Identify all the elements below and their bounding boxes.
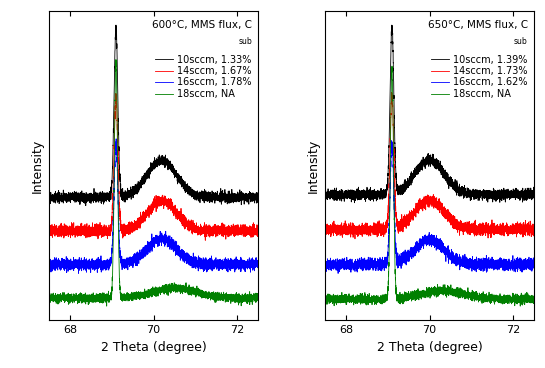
16sccm, 1.62% (421, 240, 428, 244)
10sccm, 1.33% (82, 204, 89, 208)
10sccm, 1.33% (238, 194, 245, 199)
14sccm, 1.73% (352, 237, 358, 241)
10sccm, 1.33% (135, 184, 142, 188)
10sccm, 1.39% (389, 23, 395, 27)
Line: 10sccm, 1.39%: 10sccm, 1.39% (325, 25, 534, 203)
Text: sub: sub (514, 37, 528, 46)
10sccm, 1.39% (411, 175, 418, 179)
10sccm, 1.33% (46, 194, 52, 199)
14sccm, 1.67% (145, 209, 152, 213)
Line: 14sccm, 1.73%: 14sccm, 1.73% (325, 93, 534, 239)
14sccm, 1.73% (389, 91, 395, 95)
10sccm, 1.39% (410, 174, 416, 178)
14sccm, 1.67% (198, 228, 204, 232)
16sccm, 1.62% (322, 262, 328, 266)
14sccm, 1.73% (531, 225, 537, 230)
Legend: 10sccm, 1.33%, 14sccm, 1.67%, 16sccm, 1.78%, 18sccm, NA: 10sccm, 1.33%, 14sccm, 1.67%, 16sccm, 1.… (155, 54, 251, 99)
Text: 650°C, MMS flux, C: 650°C, MMS flux, C (428, 20, 528, 30)
Line: 14sccm, 1.67%: 14sccm, 1.67% (49, 93, 258, 240)
10sccm, 1.33% (198, 190, 204, 195)
16sccm, 1.78% (75, 271, 82, 276)
16sccm, 1.62% (410, 253, 416, 257)
Line: 16sccm, 1.62%: 16sccm, 1.62% (325, 141, 534, 273)
18sccm, NA (474, 295, 480, 299)
16sccm, 1.78% (46, 257, 52, 261)
14sccm, 1.73% (410, 212, 416, 216)
18sccm, NA (524, 297, 531, 301)
18sccm, NA (145, 288, 152, 293)
16sccm, 1.62% (335, 271, 341, 276)
18sccm, NA (104, 304, 110, 308)
Y-axis label: Intensity: Intensity (31, 138, 44, 193)
18sccm, NA (46, 297, 52, 301)
Line: 10sccm, 1.33%: 10sccm, 1.33% (49, 25, 258, 206)
18sccm, NA (514, 300, 520, 304)
14sccm, 1.67% (249, 231, 255, 236)
18sccm, NA (531, 298, 537, 303)
14sccm, 1.73% (411, 213, 418, 217)
16sccm, 1.78% (135, 256, 142, 261)
16sccm, 1.78% (238, 258, 245, 262)
Line: 16sccm, 1.78%: 16sccm, 1.78% (49, 139, 258, 273)
14sccm, 1.67% (134, 220, 140, 225)
10sccm, 1.39% (421, 159, 428, 163)
16sccm, 1.62% (524, 263, 531, 268)
16sccm, 1.78% (249, 265, 255, 269)
10sccm, 1.39% (474, 193, 480, 197)
16sccm, 1.62% (531, 262, 537, 266)
10sccm, 1.33% (249, 197, 255, 201)
10sccm, 1.39% (351, 201, 358, 205)
10sccm, 1.33% (255, 199, 262, 204)
18sccm, NA (198, 291, 204, 295)
18sccm, NA (410, 294, 416, 298)
Y-axis label: Intensity: Intensity (306, 138, 319, 193)
X-axis label: 2 Theta (degree): 2 Theta (degree) (377, 340, 482, 354)
18sccm, NA (421, 289, 428, 293)
Text: sub: sub (238, 37, 252, 46)
10sccm, 1.33% (145, 167, 152, 172)
14sccm, 1.67% (46, 228, 52, 233)
16sccm, 1.62% (514, 269, 520, 274)
Line: 18sccm, NA: 18sccm, NA (325, 66, 534, 306)
14sccm, 1.67% (238, 226, 245, 231)
16sccm, 1.78% (198, 258, 204, 262)
14sccm, 1.73% (322, 224, 328, 229)
16sccm, 1.62% (411, 244, 418, 248)
18sccm, NA (322, 301, 328, 305)
X-axis label: 2 Theta (degree): 2 Theta (degree) (101, 340, 207, 354)
18sccm, NA (411, 296, 418, 301)
14sccm, 1.73% (524, 229, 531, 233)
16sccm, 1.62% (388, 138, 395, 143)
18sccm, NA (517, 304, 524, 308)
10sccm, 1.33% (113, 23, 119, 27)
14sccm, 1.73% (514, 220, 520, 224)
14sccm, 1.73% (421, 199, 428, 203)
Line: 18sccm, NA: 18sccm, NA (49, 60, 258, 306)
18sccm, NA (255, 296, 262, 300)
16sccm, 1.78% (134, 251, 140, 256)
Legend: 10sccm, 1.39%, 14sccm, 1.73%, 16sccm, 1.62%, 18sccm, NA: 10sccm, 1.39%, 14sccm, 1.73%, 16sccm, 1.… (431, 54, 527, 99)
18sccm, NA (389, 64, 395, 68)
14sccm, 1.67% (113, 91, 119, 96)
10sccm, 1.39% (322, 194, 328, 199)
14sccm, 1.67% (202, 238, 209, 243)
10sccm, 1.39% (524, 192, 531, 197)
10sccm, 1.33% (134, 185, 140, 189)
14sccm, 1.73% (474, 233, 480, 237)
10sccm, 1.39% (514, 191, 520, 195)
18sccm, NA (238, 296, 245, 300)
16sccm, 1.78% (145, 247, 152, 251)
18sccm, NA (134, 292, 140, 296)
18sccm, NA (135, 289, 142, 294)
Text: 600°C, MMS flux, C: 600°C, MMS flux, C (152, 20, 252, 30)
10sccm, 1.39% (531, 193, 537, 198)
16sccm, 1.78% (113, 137, 119, 141)
14sccm, 1.67% (255, 228, 262, 233)
16sccm, 1.78% (255, 263, 262, 268)
18sccm, NA (249, 298, 255, 302)
14sccm, 1.67% (135, 220, 142, 224)
18sccm, NA (113, 57, 119, 62)
16sccm, 1.62% (474, 259, 480, 263)
